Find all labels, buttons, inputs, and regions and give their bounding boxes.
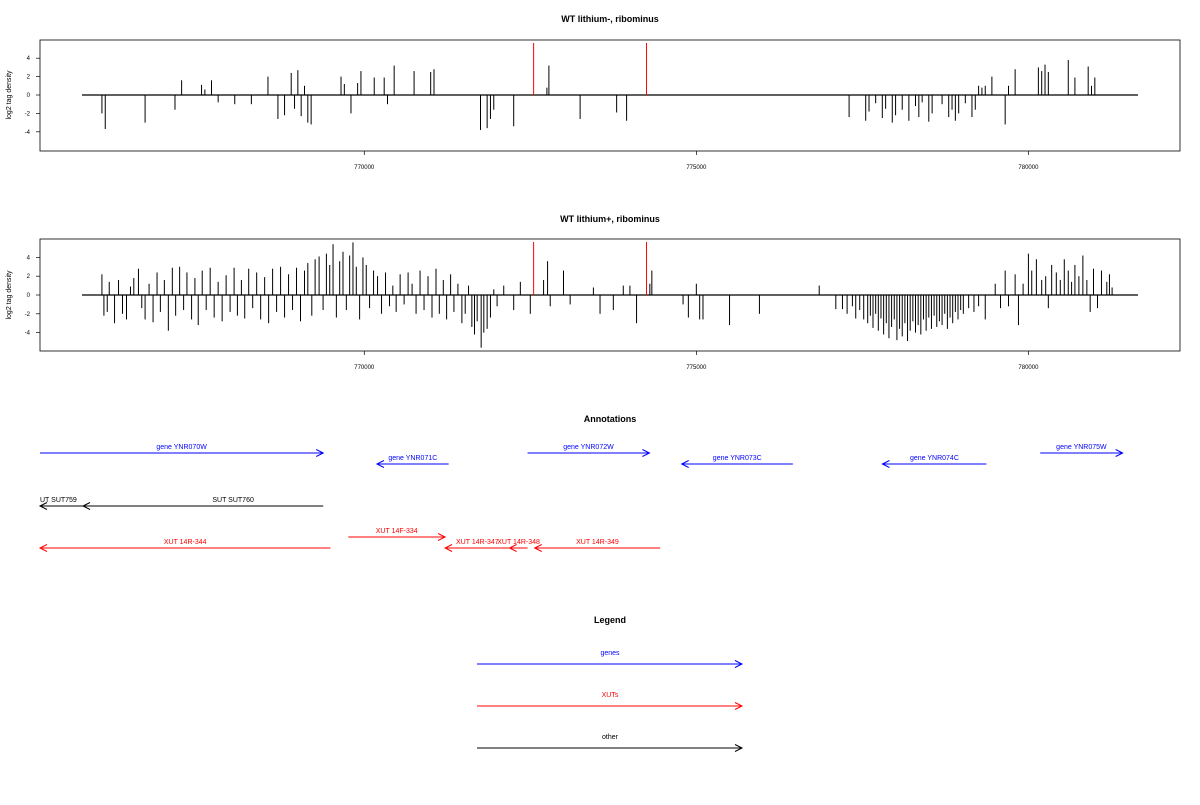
feature-label: gene YNR073C: [713, 455, 762, 462]
feature-label: gene YNR074C: [910, 455, 959, 462]
y-tick-label: 2: [27, 75, 31, 81]
arrow-head: [375, 460, 385, 468]
feature-arrow: [680, 460, 793, 468]
panel-title: WT lithium-, ribominus: [561, 14, 659, 24]
feature-arrow: [348, 533, 447, 541]
x-tick-label: 770000: [354, 165, 375, 171]
markers: [533, 43, 648, 95]
arrow-head: [38, 544, 48, 552]
arrow-head: [734, 660, 744, 668]
x-tick-label: 780000: [1018, 365, 1039, 371]
legend: Legend genes XUTs other: [477, 615, 744, 752]
y-tick-label: 0: [27, 93, 31, 99]
feature-label: XUT 14R-349: [576, 539, 619, 546]
feature-label: XUT 14F-334: [376, 528, 418, 535]
legend-arrow: [477, 660, 744, 668]
feature-label: gene YNR072W: [563, 444, 614, 451]
annotations-title: Annotations: [584, 414, 637, 424]
feature-label: XUT 14R-347: [456, 539, 499, 546]
legend-label: other: [602, 734, 619, 741]
x-axis: 770000 775000 780000: [354, 351, 1039, 371]
feature-label: UT SUT759: [40, 497, 77, 504]
arrow-head: [533, 544, 542, 552]
x-tick-label: 775000: [686, 365, 707, 371]
arrow-head: [508, 544, 517, 552]
y-tick-label: -2: [25, 111, 31, 117]
x-tick-label: 775000: [686, 165, 707, 171]
y-tick-label: 4: [27, 255, 31, 261]
feature-arrow: [533, 544, 661, 552]
legend-label: XUTs: [602, 692, 619, 699]
arrow-head: [38, 502, 48, 510]
feature-label: gene YNR070W: [156, 444, 207, 451]
feature-arrow: [1040, 449, 1124, 457]
y-tick-label: 0: [27, 293, 31, 299]
arrow-head: [680, 460, 689, 468]
y-tick-label: 2: [27, 274, 31, 280]
feature-arrow: [443, 544, 510, 552]
x-tick-label: 780000: [1018, 165, 1039, 171]
arrow-head: [315, 449, 325, 457]
feature-arrow: [40, 449, 325, 457]
feature-label: gene YNR071C: [388, 455, 437, 462]
feature-arrow: [508, 544, 528, 552]
feature-arrow: [881, 460, 987, 468]
panel-lithium-plus: WT lithium+, ribominus log2 tag density …: [6, 214, 1181, 371]
y-axis-label: log2 tag density: [6, 70, 13, 120]
legend-arrow: [477, 702, 744, 710]
x-tick-label: 770000: [354, 365, 375, 371]
bars: [82, 60, 1138, 130]
y-axis: 4 2 0 -2 -4: [25, 255, 40, 337]
panel-lithium-minus: WT lithium-, ribominus log2 tag density …: [6, 14, 1181, 171]
arrow-head: [734, 702, 744, 710]
feature-label: gene YNR075W: [1056, 444, 1107, 451]
annotation-features: gene YNR070W gene YNR071C gene YNR072W gene…: [38, 444, 1124, 552]
feature-arrow: [527, 449, 651, 457]
arrow-head: [881, 460, 890, 468]
markers: [533, 242, 648, 295]
arrow-head: [437, 533, 447, 541]
arrow-head: [1115, 449, 1124, 457]
feature-arrow: [38, 544, 331, 552]
arrow-head: [642, 449, 651, 457]
legend-title: Legend: [594, 615, 626, 625]
feature-arrow: [81, 502, 324, 510]
panel-title: WT lithium+, ribominus: [560, 214, 660, 224]
y-axis-label: log2 tag density: [6, 270, 13, 320]
bars: [82, 242, 1138, 348]
legend-items: genes XUTs other: [477, 650, 744, 752]
feature-label: XUT 14R-348: [497, 539, 540, 546]
y-tick-label: 4: [27, 56, 31, 62]
arrow-head: [734, 744, 744, 752]
legend-label: genes: [600, 650, 620, 657]
feature-arrow: [38, 502, 84, 510]
arrow-head: [443, 544, 453, 552]
x-axis: 770000 775000 780000: [354, 151, 1039, 171]
y-tick-label: -2: [25, 312, 31, 318]
legend-arrow: [477, 744, 744, 752]
feature-label: XUT 14R-344: [164, 539, 207, 546]
feature-arrow: [375, 460, 449, 468]
plot-frame: [39, 39, 1181, 152]
y-axis: 4 2 0 -2 -4: [25, 56, 40, 136]
y-tick-label: -4: [25, 130, 31, 136]
y-tick-label: -4: [25, 331, 31, 337]
feature-label: SUT SUT760: [212, 497, 254, 504]
